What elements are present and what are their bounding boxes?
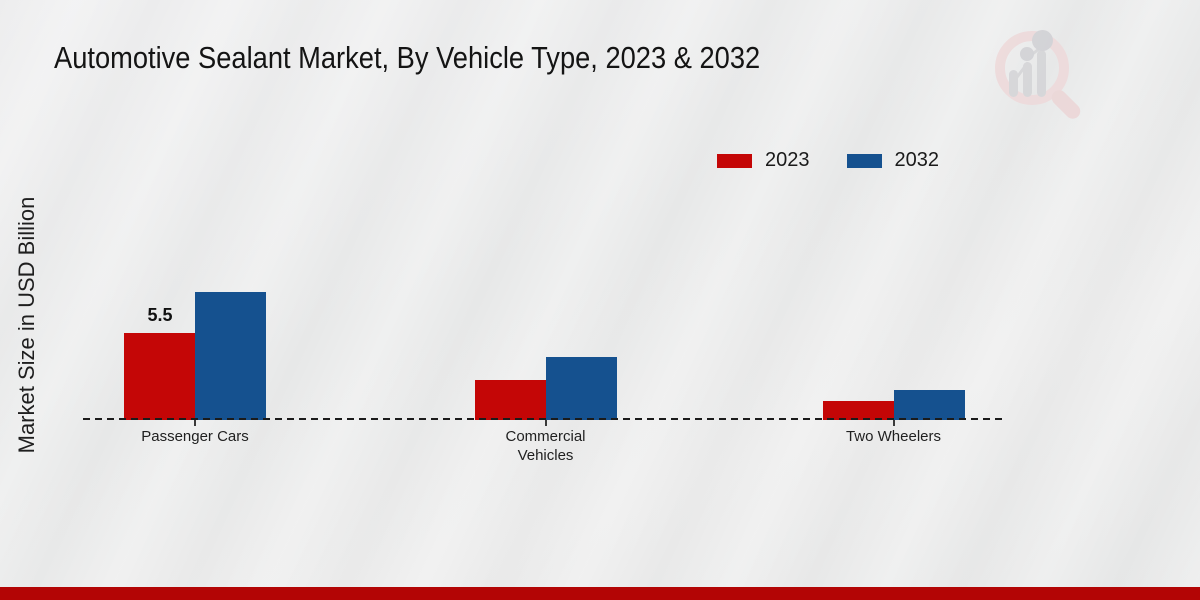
footer-accent-bar xyxy=(0,587,1200,600)
legend-item-2032: 2032 xyxy=(846,149,940,172)
bar-2023-commercial-vehicles xyxy=(474,380,546,420)
y-axis-label: Market Size in USD Billion xyxy=(14,196,39,454)
x-axis-tick xyxy=(194,420,196,426)
category-label-two-wheelers: Two Wheelers xyxy=(845,428,942,445)
legend-label-2023: 2023 xyxy=(765,149,810,171)
bar-value-label: 5.5 xyxy=(147,305,173,325)
logo-bar xyxy=(1009,70,1018,97)
x-axis-tick xyxy=(892,420,895,426)
logo-trend-dot xyxy=(1032,30,1053,51)
logo-trend-dot xyxy=(1020,47,1034,61)
bar-2023-two-wheelers xyxy=(822,401,894,420)
legend: 2023 2032 xyxy=(717,149,939,172)
legend-item-2023: 2023 xyxy=(717,149,810,172)
chart-title: Automotive Sealant Market, By Vehicle Ty… xyxy=(54,40,761,75)
legend-label-2032: 2032 xyxy=(894,149,940,171)
category-label-passenger-cars: Passenger Cars xyxy=(141,428,249,445)
bar-2023-passenger-cars xyxy=(124,333,195,420)
category-label-commercial-vehicles: Commercial Vehicles xyxy=(505,428,586,464)
legend-swatch-2023 xyxy=(717,153,752,168)
x-axis-tick xyxy=(544,420,547,426)
bar-2032-commercial-vehicles xyxy=(545,357,617,420)
logo-bar xyxy=(1023,62,1032,97)
legend-swatch-2032 xyxy=(846,153,882,168)
magnifier-handle xyxy=(1048,87,1084,122)
x-axis-baseline xyxy=(83,418,1005,420)
bar-2032-passenger-cars xyxy=(195,292,266,420)
bar-2032-two-wheelers xyxy=(893,390,965,420)
logo-bar xyxy=(1037,50,1046,97)
chart-magnifier-logo-icon xyxy=(992,27,1087,122)
